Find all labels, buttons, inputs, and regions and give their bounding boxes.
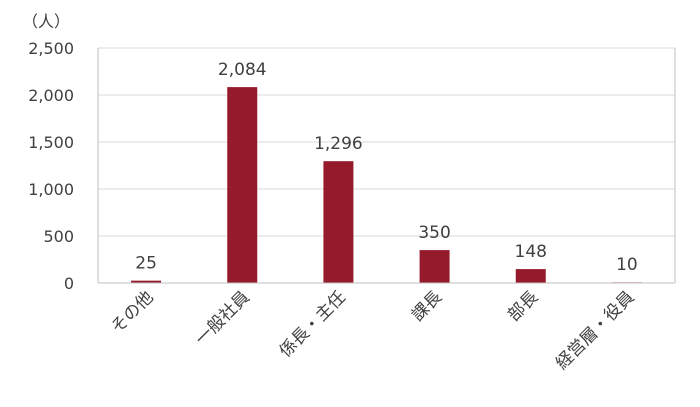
category-label: 係長・主任 [276,287,350,361]
y-tick-label: 1,000 [28,180,74,199]
bar [323,161,354,283]
bar [419,250,450,283]
bar [227,87,258,283]
y-tick-label: 0 [64,274,74,293]
y-tick-label: 500 [43,227,74,246]
data-label: 1,296 [314,134,363,154]
y-tick-label: 2,500 [28,39,74,58]
y-tick-label: 2,000 [28,86,74,105]
y-tick-labels: 0 500 1,000 1,500 2,000 2,500 [28,39,74,293]
data-label: 350 [418,223,450,243]
bars [131,87,642,284]
category-label: 部長 [504,287,542,325]
category-label: 経営層・役員 [552,287,638,373]
bar [515,269,546,283]
data-label: 148 [515,242,547,262]
category-label: 課長 [408,287,446,325]
data-labels: 25 2,084 1,296 350 148 10 [135,60,637,275]
data-label: 25 [135,254,157,274]
bar [131,280,162,283]
y-tick-label: 1,500 [28,133,74,152]
data-label: 10 [616,255,638,275]
category-labels: その他 一般社員 係長・主任 課長 部長 経営層・役員 [107,287,638,373]
y-unit-label: （人） [22,12,70,31]
data-label: 2,084 [218,60,267,80]
category-label: その他 [107,287,157,337]
gridlines [97,47,676,283]
category-label: 一般社員 [192,287,254,349]
